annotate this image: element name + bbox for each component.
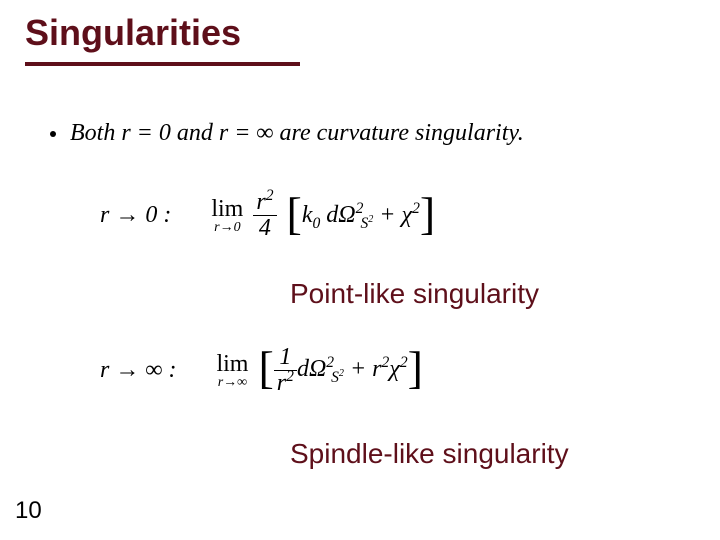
formula2-lim-bot: r→∞ <box>216 376 248 390</box>
formula2-bracket-group: [ 1 r2 dΩ2S2 + r2χ2] <box>258 345 423 396</box>
formula1-frac-num: r2 <box>253 190 276 216</box>
page-number: 10 <box>15 497 42 525</box>
bullet-line: Both r = 0 and r = ∞ are curvature singu… <box>50 120 524 147</box>
formula2-lim-top: lim <box>216 352 248 376</box>
formula1-bracket-group: [k0 dΩ2S2 + χ2] <box>287 202 436 229</box>
formula1-lim-top: lim <box>211 197 243 221</box>
formula2-fraction: 1 r2 <box>274 345 297 396</box>
title-underline <box>25 62 300 66</box>
formula1-fraction: r2 4 <box>253 190 276 241</box>
formula1-limit: lim r→0 <box>211 197 243 235</box>
bullet-text: Both r = 0 and r = ∞ are curvature singu… <box>70 120 524 146</box>
formula2-frac-den: r2 <box>274 371 297 396</box>
label-point-like: Point-like singularity <box>290 278 539 310</box>
formula1-body: k0 dΩ2S2 + χ2 <box>302 202 420 228</box>
slide-title: Singularities <box>25 12 241 54</box>
formula1-lim-bot: r→0 <box>211 221 243 235</box>
formula1-frac-den: 4 <box>253 216 276 241</box>
label-spindle-like: Spindle-like singularity <box>290 438 569 470</box>
formula2-limit: lim r→∞ <box>216 352 248 390</box>
formula2-body: dΩ2S2 + r2χ2 <box>297 356 408 382</box>
formula-r-to-inf: r → ∞ : lim r→∞ [ 1 r2 dΩ2S2 + r2χ2] <box>100 345 423 396</box>
formula1-prefix: r → 0 : <box>100 202 171 229</box>
bullet-dot-icon <box>50 131 56 137</box>
slide: Singularities Both r = 0 and r = ∞ are c… <box>0 0 720 540</box>
formula-r-to-0: r → 0 : lim r→0 r2 4 [k0 dΩ2S2 + χ2] <box>100 190 435 241</box>
formula2-prefix: r → ∞ : <box>100 357 176 384</box>
